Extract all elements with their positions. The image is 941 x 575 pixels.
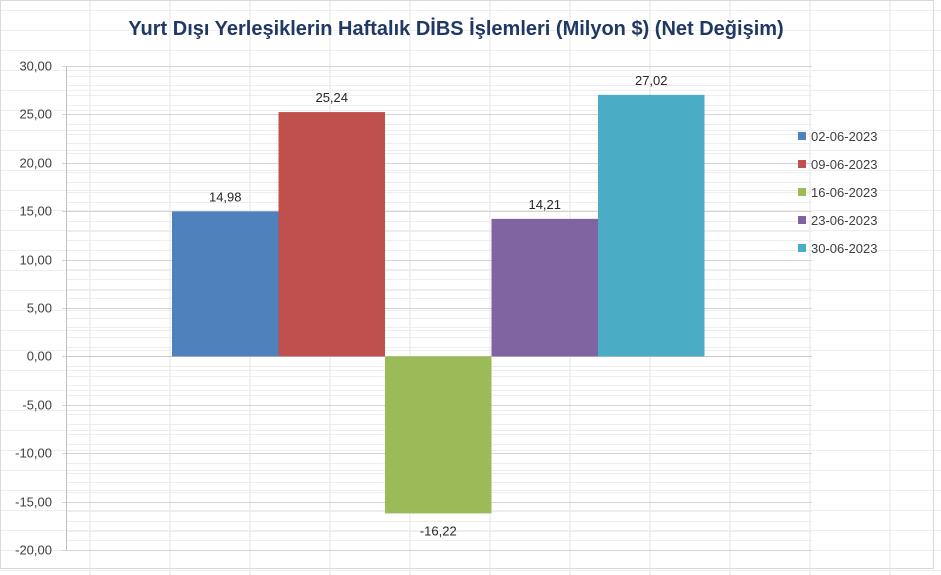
legend-item: 16-06-2023 <box>798 178 878 206</box>
y-tick-label: 30,00 <box>19 59 52 74</box>
legend-label: 02-06-2023 <box>811 128 878 144</box>
legend-swatch <box>798 188 806 196</box>
data-label-30-06-2023: 27,02 <box>635 73 668 88</box>
legend-label: 23-06-2023 <box>811 212 878 228</box>
bar-30-06-2023 <box>598 94 705 357</box>
data-labels: 14,98 25,24 -16,22 14,21 27,02 <box>209 73 668 539</box>
bar-16-06-2023 <box>385 356 492 514</box>
legend-item: 09-06-2023 <box>798 150 878 178</box>
bar-02-06-2023 <box>172 211 279 357</box>
data-label-23-06-2023: 14,21 <box>528 197 561 212</box>
legend-swatch <box>798 132 806 140</box>
data-label-09-06-2023: 25,24 <box>315 90 348 105</box>
legend-item: 02-06-2023 <box>798 122 878 150</box>
legend-swatch <box>798 216 806 224</box>
y-tick-label: -15,00 <box>15 495 52 510</box>
y-axis: 30,00 25,00 20,00 15,00 10,00 5,00 0,00 -5,00 -1… <box>15 59 67 558</box>
data-label-16-06-2023: -16,22 <box>420 523 457 538</box>
bars <box>172 94 705 514</box>
y-tick-label: 20,00 <box>19 156 52 171</box>
y-tick-label: 0,00 <box>27 349 52 364</box>
bar-23-06-2023 <box>491 218 598 357</box>
legend-item: 30-06-2023 <box>798 234 878 262</box>
y-tick-label: -20,00 <box>15 543 52 558</box>
legend-swatch <box>798 244 806 252</box>
chart-title: Yurt Dışı Yerleşiklerin Haftalık DİBS İş… <box>128 18 784 40</box>
y-tick-label: 25,00 <box>19 107 52 122</box>
bar-09-06-2023 <box>278 112 385 357</box>
y-tick-label: 15,00 <box>19 204 52 219</box>
legend-swatch <box>798 160 806 168</box>
y-tick-label: 10,00 <box>19 253 52 268</box>
data-label-02-06-2023: 14,98 <box>209 189 242 204</box>
y-tick-label: 5,00 <box>27 301 52 316</box>
y-tick-label: -10,00 <box>15 446 52 461</box>
legend: 02-06-2023 09-06-2023 16-06-2023 23-06-2023… <box>798 122 878 262</box>
legend-item: 23-06-2023 <box>798 206 878 234</box>
legend-label: 09-06-2023 <box>811 156 878 172</box>
legend-label: 16-06-2023 <box>811 184 878 200</box>
y-tick-label: -5,00 <box>22 398 52 413</box>
legend-label: 30-06-2023 <box>811 240 878 256</box>
